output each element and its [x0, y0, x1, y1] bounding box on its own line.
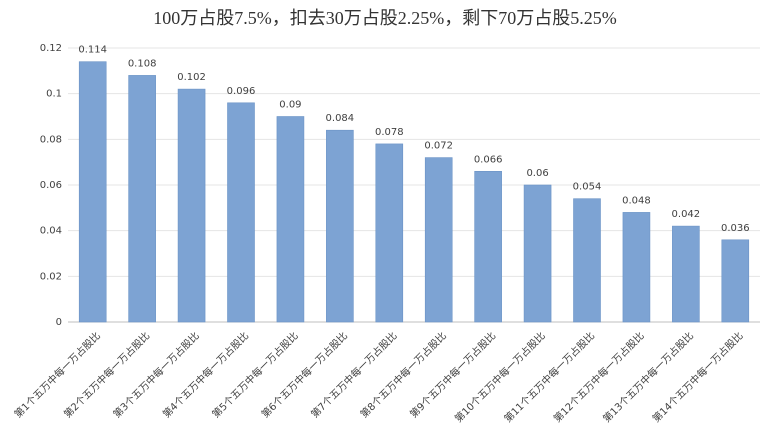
bar	[474, 171, 502, 323]
data-label: 0.066	[474, 154, 503, 165]
x-tick-label: 第11个五万中每一万占股比	[501, 329, 597, 425]
bar	[326, 129, 354, 323]
bar	[523, 184, 552, 323]
y-tick-label: 0.1	[46, 89, 62, 100]
bar	[721, 239, 750, 323]
data-label: 0.042	[672, 209, 701, 220]
data-label: 0.06	[526, 168, 548, 179]
data-label: 0.102	[177, 72, 206, 83]
x-tick-label: 第2个五万中每一万占股比	[61, 329, 152, 420]
x-tick-label: 第9个五万中每一万占股比	[407, 329, 498, 420]
data-label: 0.048	[622, 195, 651, 206]
x-tick-label: 第3个五万中每一万占股比	[110, 329, 201, 420]
bar	[573, 198, 601, 323]
data-label: 0.084	[326, 113, 355, 124]
data-label: 0.036	[721, 223, 750, 234]
bar	[227, 102, 255, 323]
y-tick-label: 0.04	[40, 226, 62, 237]
data-label: 0.072	[424, 141, 453, 152]
y-tick-label: 0	[56, 317, 62, 328]
bar	[672, 225, 700, 323]
y-tick-label: 0.12	[40, 43, 62, 54]
x-tick-label: 第4个五万中每一万占股比	[160, 329, 251, 420]
bar	[622, 212, 651, 323]
x-tick-label: 第1个五万中每一万占股比	[11, 329, 102, 420]
data-label: 0.096	[227, 86, 256, 97]
x-tick-label: 第13个五万中每一万占股比	[600, 329, 696, 425]
bar	[375, 143, 404, 323]
x-tick-label: 第8个五万中每一万占股比	[357, 329, 448, 420]
x-tick-label: 第6个五万中每一万占股比	[259, 329, 350, 420]
data-label: 0.078	[375, 127, 404, 138]
chart-title: 100万占股7.5%，扣去30万占股2.25%，剩下70万占股5.25%	[153, 8, 616, 28]
y-tick-label: 0.08	[40, 134, 62, 145]
data-label: 0.114	[78, 45, 107, 56]
x-tick-label: 第14个五万中每一万占股比	[650, 329, 746, 425]
data-label: 0.054	[573, 182, 602, 193]
y-tick-label: 0.02	[40, 271, 62, 282]
bar	[424, 157, 453, 323]
bar	[177, 88, 206, 323]
y-tick-label: 0.06	[40, 180, 62, 191]
bar	[78, 61, 107, 323]
x-tick-label: 第10个五万中每一万占股比	[452, 329, 548, 425]
x-tick-label: 第12个五万中每一万占股比	[551, 329, 647, 425]
bar	[276, 116, 305, 323]
x-tick-label: 第7个五万中每一万占股比	[308, 329, 399, 420]
data-label: 0.09	[279, 100, 301, 111]
bar	[128, 75, 156, 323]
x-tick-label: 第5个五万中每一万占股比	[209, 329, 300, 420]
data-label: 0.108	[128, 58, 157, 69]
